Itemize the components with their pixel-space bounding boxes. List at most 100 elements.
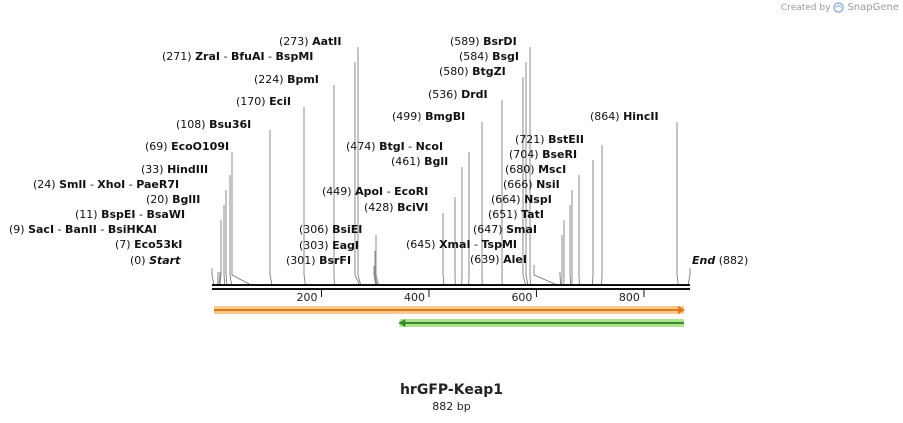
site-aatii-cut-line <box>357 47 362 286</box>
enzyme-bgli[interactable]: BglI <box>424 155 448 168</box>
enzyme-bsiei[interactable]: BsiEI <box>332 223 362 236</box>
enzyme-xmai[interactable]: XmaI <box>439 238 470 251</box>
enzyme-separator: - <box>86 178 97 191</box>
site-bsrfi-label: (301) BsrFI <box>286 254 351 267</box>
site-drdi-label: (536) DrdI <box>428 88 488 101</box>
site-bsiei-label: (306) BsiEI <box>299 223 362 236</box>
enzyme-banii[interactable]: BanII <box>65 223 97 236</box>
site-smai-position: (647) <box>473 223 506 236</box>
enzyme-alei[interactable]: AleI <box>503 253 527 266</box>
tick-label-400: 400 <box>404 291 425 304</box>
site-bspei-cut-line <box>219 220 222 286</box>
enzyme-separator: - <box>405 140 416 153</box>
enzyme-apoi[interactable]: ApoI <box>355 185 383 198</box>
enzyme-bsawi[interactable]: BsaWI <box>146 208 185 221</box>
site-bsrdi-cut-line <box>529 47 531 286</box>
site-bgli-label: (461) BglI <box>391 155 448 168</box>
enzyme-bsrdi[interactable]: BsrDI <box>483 35 517 48</box>
enzyme-bmgbi[interactable]: BmgBI <box>425 110 465 123</box>
site-bglii-label: (20) BglII <box>146 193 200 206</box>
enzyme-eco53ki[interactable]: Eco53kI <box>134 238 182 251</box>
site-bspei-position: (11) <box>75 208 101 221</box>
site-msci-position: (680) <box>505 163 538 176</box>
enzyme-nspi[interactable]: NspI <box>524 193 552 206</box>
enzyme-separator: - <box>136 208 147 221</box>
enzyme-smli[interactable]: SmlI <box>59 178 86 191</box>
enzyme-bcivi[interactable]: BciVI <box>397 201 428 214</box>
enzyme-ecoo109i[interactable]: EcoO109I <box>171 140 229 153</box>
site-bseri-position: (704) <box>509 148 542 161</box>
enzyme-bsihkai[interactable]: BsiHKAI <box>108 223 157 236</box>
enzyme-paer7i[interactable]: PaeR7I <box>136 178 179 191</box>
site-tati-label: (651) TatI <box>488 208 544 221</box>
enzyme-aatii[interactable]: AatII <box>312 35 341 48</box>
site-saci-cut-line <box>218 272 221 286</box>
site-bpmi-position: (224) <box>254 73 287 86</box>
site-bseri-label: (704) BseRI <box>509 148 577 161</box>
enzyme-tati[interactable]: TatI <box>521 208 544 221</box>
enzyme-bseri[interactable]: BseRI <box>542 148 577 161</box>
enzyme-eagi[interactable]: EagI <box>332 239 359 252</box>
site-xmai-cut-line <box>559 272 561 286</box>
enzyme-saci[interactable]: SacI <box>28 223 54 236</box>
feature-keap1-feature-arrowhead <box>398 319 406 327</box>
enzyme-nsii[interactable]: NsiI <box>536 178 560 191</box>
site-alei-cut-line <box>533 265 558 286</box>
snapgene-credit: Created by SnapGene <box>781 2 899 13</box>
enzyme-btgzi[interactable]: BtgZI <box>472 65 506 78</box>
enzyme-separator: - <box>220 50 231 63</box>
site-eco53ki-position: (7) <box>115 238 134 251</box>
site-alei-position: (639) <box>470 253 503 266</box>
map-title: hrGFP-Keap1 <box>399 382 504 398</box>
enzyme-smai[interactable]: SmaI <box>506 223 537 236</box>
site-btgzi-label: (580) BtgZI <box>439 65 506 78</box>
site-bsgi-position: (584) <box>459 50 492 63</box>
enzyme-bsgi[interactable]: BsgI <box>492 50 519 63</box>
sequence-backbone <box>212 284 690 290</box>
site-bmgbi-position: (499) <box>392 110 425 123</box>
enzyme-bpmi[interactable]: BpmI <box>287 73 319 86</box>
site-nspi-label: (664) NspI <box>491 193 552 206</box>
enzyme-drdi[interactable]: DrdI <box>461 88 488 101</box>
site-ecii-position: (170) <box>236 95 269 108</box>
enzyme-ecori[interactable]: EcoRI <box>394 185 428 198</box>
start-marker: Start <box>149 254 181 267</box>
enzyme-msci[interactable]: MscI <box>538 163 566 176</box>
site-hincii-label: (864) HincII <box>590 110 659 123</box>
enzyme-bsteii[interactable]: BstEII <box>548 133 584 146</box>
enzyme-bspei[interactable]: BspEI <box>101 208 135 221</box>
site-ecii-cut-line <box>303 107 306 286</box>
enzyme-bsrfi[interactable]: BsrFI <box>319 254 351 267</box>
enzyme-xhoi[interactable]: XhoI <box>97 178 125 191</box>
enzyme-bglii[interactable]: BglII <box>172 193 200 206</box>
enzyme-hindiii[interactable]: HindIII <box>167 163 208 176</box>
enzyme-bsu36i[interactable]: Bsu36I <box>209 118 251 131</box>
site-bsiei-cut-line <box>375 235 379 286</box>
site-bcivi-label: (428) BciVI <box>364 201 428 214</box>
enzyme-btgi[interactable]: BtgI <box>379 140 405 153</box>
site-zrai-cut-line <box>354 62 360 286</box>
site-bsiei-position: (306) <box>299 223 332 236</box>
enzyme-hincii[interactable]: HincII <box>623 110 659 123</box>
site-saci-label: (9) SacI - BanII - BsiHKAI <box>9 223 157 236</box>
end-cut-line <box>687 268 691 286</box>
site-bsgi-cut-line <box>525 62 529 286</box>
enzyme-bspmi[interactable]: BspMI <box>276 50 314 63</box>
feature-hrgfp-feature-arrowhead <box>678 306 685 314</box>
enzyme-separator: - <box>54 223 65 236</box>
site-ecoo109i-position: (69) <box>145 140 171 153</box>
site-bsrdi-position: (589) <box>450 35 483 48</box>
site-eagi-label: (303) EagI <box>299 239 359 252</box>
enzyme-ncoi[interactable]: NcoI <box>416 140 443 153</box>
enzyme-bfuai[interactable]: BfuAI <box>231 50 265 63</box>
site-ecoo109i-cut-line <box>231 152 252 286</box>
enzyme-tspmi[interactable]: TspMI <box>482 238 518 251</box>
end-label: End (882) <box>692 254 748 267</box>
site-labels: (7) Eco53kI (9) SacI - BanII - BsiHKAI (11… <box>9 35 748 267</box>
site-apoi-label: (449) ApoI - EcoRI <box>322 185 428 198</box>
enzyme-zrai[interactable]: ZraI <box>195 50 220 63</box>
site-bcivi-cut-line <box>442 213 445 286</box>
site-saci-position: (9) <box>9 223 28 236</box>
enzyme-ecii[interactable]: EciI <box>269 95 291 108</box>
